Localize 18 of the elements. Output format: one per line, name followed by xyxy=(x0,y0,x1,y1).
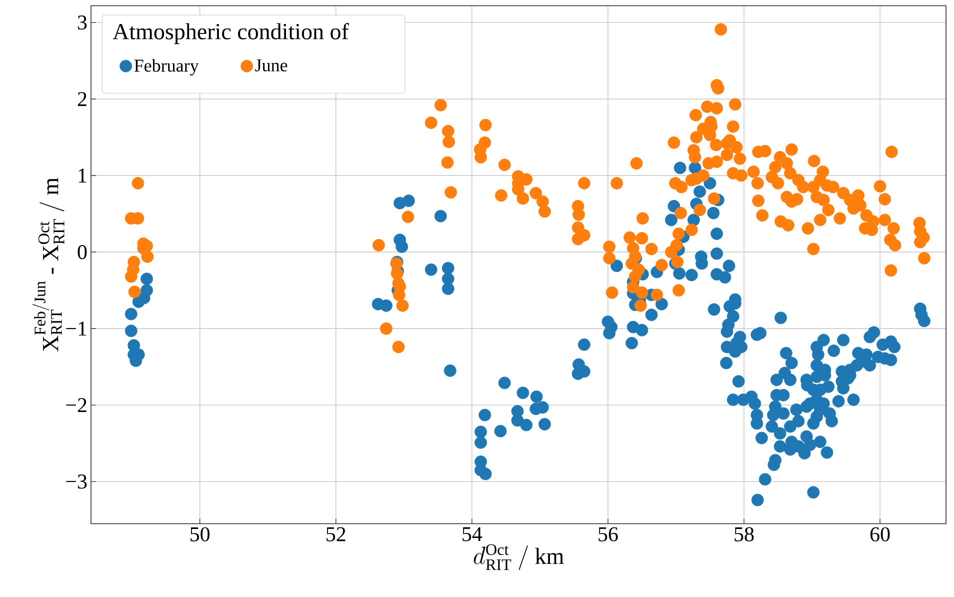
y-tick-label: 0 xyxy=(78,244,87,260)
y-tick-label: −3 xyxy=(66,474,87,489)
legend-label: June xyxy=(255,59,288,72)
x-tick-label: 58 xyxy=(734,527,754,542)
y-tick-label: 3 xyxy=(78,15,87,30)
y-axis-title: $\mathrm{X}_{\mathrm{RIT}}^{\mathrm{Feb/Jun}}\mbox{ - }\mathrm{X}_{\mathrm{RIT}}^{\mathrm{Oct}}\ /\ \mathrm{m}$ xyxy=(32,178,64,352)
y-tick-label: −2 xyxy=(66,398,86,412)
x-tick-label: 56 xyxy=(598,527,618,542)
x-tick-label: 54 xyxy=(462,527,482,542)
x-tick-label: 52 xyxy=(326,527,346,542)
y-tick-label: 1 xyxy=(78,168,86,182)
legend-label: February xyxy=(134,59,199,76)
x-tick-label: 50 xyxy=(190,527,210,542)
y-tick-label: 2 xyxy=(78,92,86,106)
x-axis-title: $d_{\mathrm{RIT}}^{\mathrm{Oct}}\ /\ \mathrm{km}$ xyxy=(474,544,564,570)
x-tick-label: 60 xyxy=(870,527,890,542)
y-tick-label: −1 xyxy=(66,322,86,336)
legend-title: Atmospheric condition of xyxy=(112,23,349,44)
